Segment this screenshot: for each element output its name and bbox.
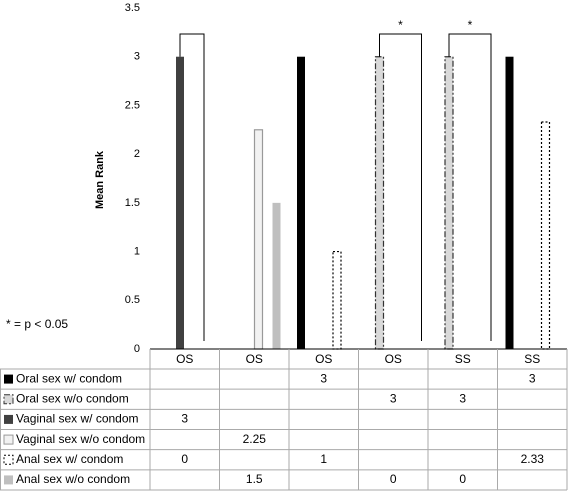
table-value: 3 xyxy=(390,391,397,405)
x-tick-label: OS xyxy=(385,352,402,366)
y-tick-label: 2.5 xyxy=(125,99,140,111)
legend-key xyxy=(3,394,14,405)
table-value: 0 xyxy=(459,472,466,486)
significance-bracket xyxy=(379,33,422,341)
x-tick-label: OS xyxy=(315,352,332,366)
legend-label: Vaginal sex w/ condom xyxy=(16,412,139,426)
table-value: 3 xyxy=(529,371,536,385)
y-tick-label: 1 xyxy=(134,245,140,257)
bar xyxy=(272,202,281,349)
bar xyxy=(540,121,551,350)
bar xyxy=(297,56,305,349)
table-value: 3 xyxy=(459,391,466,405)
legend-key xyxy=(4,414,13,424)
significance-bracket xyxy=(448,33,492,341)
legend-key xyxy=(3,454,14,465)
table-value: 3 xyxy=(181,412,188,426)
y-axis-label: Mean Rank xyxy=(94,150,106,209)
x-tick-label: OS xyxy=(246,352,263,366)
legend-key xyxy=(4,374,13,384)
bar xyxy=(253,129,264,350)
y-tick-label: 3.5 xyxy=(125,2,140,14)
significance-marker: * xyxy=(468,18,473,32)
legend-key xyxy=(3,434,14,445)
bar xyxy=(332,250,342,350)
table-value: 0 xyxy=(390,472,397,486)
significance-bracket xyxy=(179,33,205,341)
x-tick-label: SS xyxy=(524,352,540,366)
bar xyxy=(176,56,184,349)
legend-label: Oral sex w/ condom xyxy=(16,371,122,385)
legend-label: Anal sex w/ condom xyxy=(16,452,123,466)
x-tick-label: OS xyxy=(176,352,193,366)
y-tick-label: 2 xyxy=(134,148,140,160)
y-tick-label: 0 xyxy=(134,343,140,355)
table-value: 2.25 xyxy=(243,432,267,446)
table-value: 3 xyxy=(320,371,327,385)
bar xyxy=(444,56,454,350)
y-tick-label: 1.5 xyxy=(125,197,140,209)
y-tick-label: 3 xyxy=(134,51,140,63)
legend-label: Oral sex w/o condom xyxy=(16,391,129,405)
y-tick-label: 0.5 xyxy=(125,294,140,306)
legend-label: Vaginal sex w/o condom xyxy=(16,432,145,446)
bar xyxy=(505,56,514,349)
bar xyxy=(374,56,385,350)
x-tick-label: SS xyxy=(455,352,471,366)
table-value: 0 xyxy=(181,452,188,466)
legend-label: Anal sex w/o condom xyxy=(16,472,130,486)
legend-key xyxy=(4,475,13,485)
table-value: 2.33 xyxy=(521,452,545,466)
table-value: 1.5 xyxy=(246,472,263,486)
table-value: 1 xyxy=(320,452,327,466)
significance-note: * = p < 0.05 xyxy=(6,317,68,331)
significance-marker: * xyxy=(398,18,403,32)
